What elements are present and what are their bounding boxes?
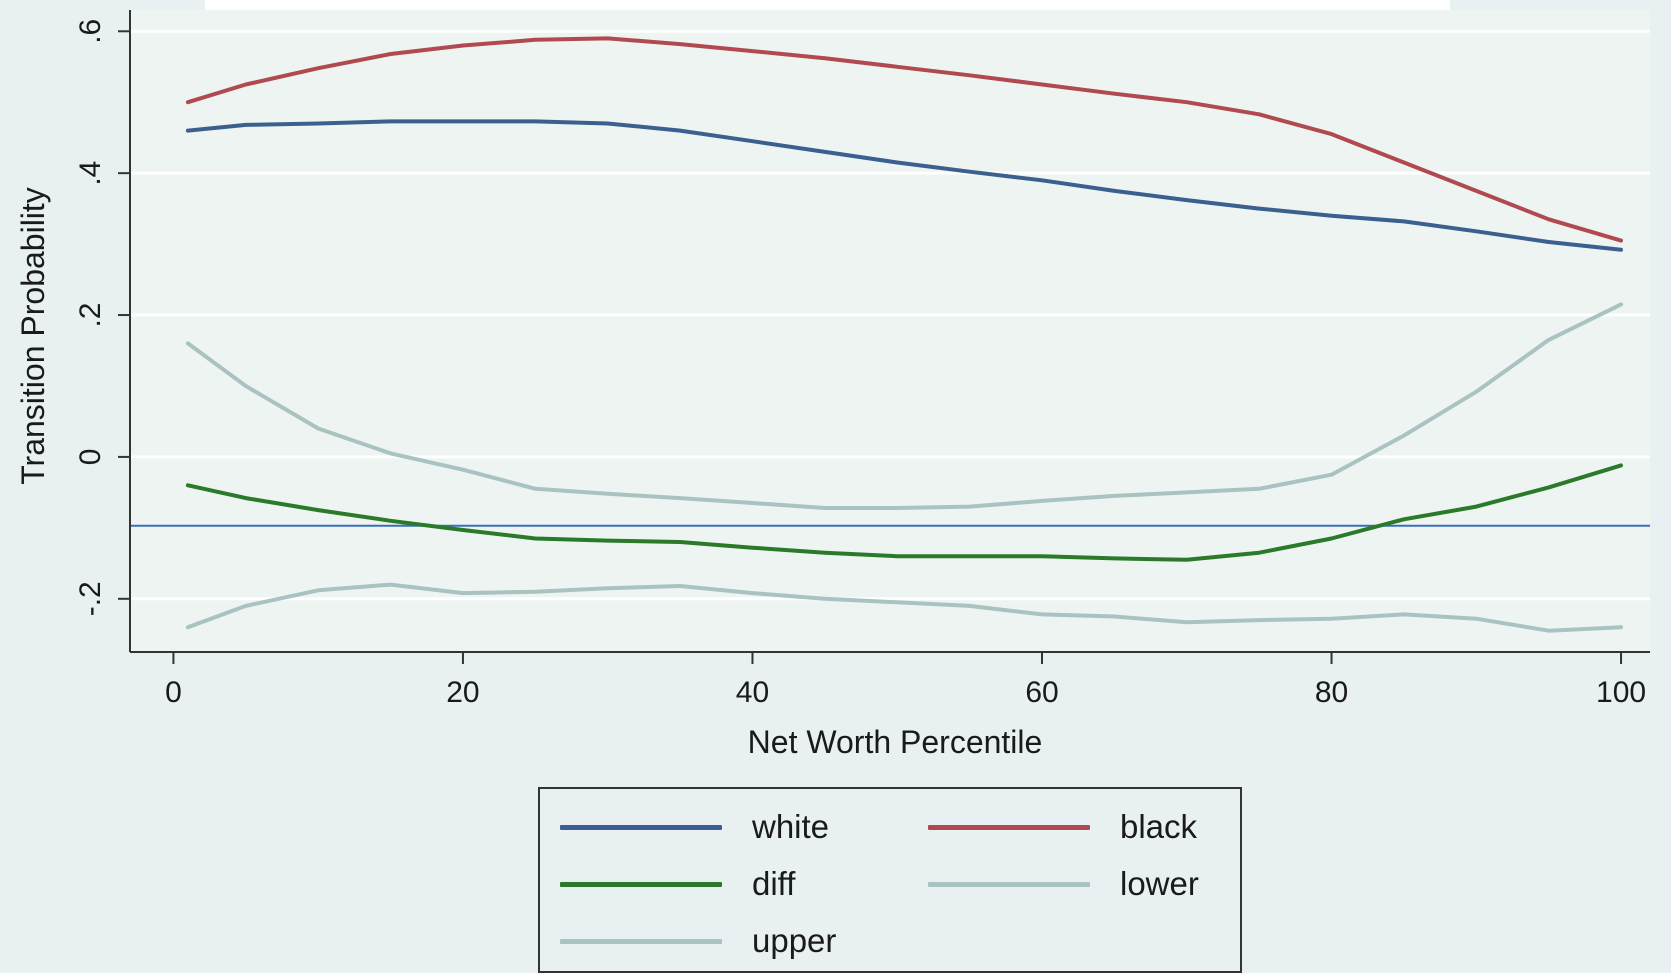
x-axis-title: Net Worth Percentile — [748, 724, 1043, 760]
axes: 0 20 40 60 80 100 -.2 0 .2 .4 .6 — [74, 10, 1650, 709]
legend-item-lower: lower — [928, 864, 1199, 904]
legend-swatch-lower — [928, 881, 1090, 887]
y-axis-title: Transition Probability — [15, 187, 51, 485]
legend-label-upper: upper — [752, 922, 837, 959]
top-white-strip — [205, 0, 1450, 10]
legend-swatch-diff — [560, 881, 722, 887]
grid-lines — [130, 29, 1650, 601]
series-line-white — [185, 119, 1623, 252]
series-lines — [185, 36, 1623, 633]
series-line-diff — [185, 463, 1623, 562]
y-tick-label-0: -.2 — [74, 581, 107, 616]
y-tick-label-1: 0 — [74, 449, 107, 466]
legend-label-black: black — [1120, 808, 1198, 845]
plot-area — [130, 10, 1650, 652]
legend-label-lower: lower — [1120, 865, 1199, 902]
legend-label-white: white — [752, 808, 830, 845]
legend-item-black: black — [928, 807, 1197, 847]
legend: white black diff lower upper — [538, 787, 1242, 973]
legend-item-upper: upper — [560, 921, 836, 961]
legend-item-diff: diff — [560, 864, 795, 904]
x-tick-label-5: 100 — [1596, 676, 1646, 709]
y-tick-label-4: .6 — [74, 19, 107, 44]
y-tick-label-3: .4 — [74, 161, 107, 186]
legend-item-white: white — [560, 807, 829, 847]
x-tick-label-2: 40 — [736, 676, 769, 709]
legend-swatch-white — [560, 824, 722, 830]
x-tick-label-4: 80 — [1315, 676, 1348, 709]
legend-swatch-upper — [560, 938, 722, 944]
x-tick-label-3: 60 — [1025, 676, 1058, 709]
series-line-black — [185, 36, 1623, 243]
series-line-upper — [185, 302, 1623, 510]
series-line-lower — [185, 582, 1623, 633]
x-tick-label-1: 20 — [446, 676, 479, 709]
legend-swatch-black — [928, 824, 1090, 830]
y-tick-label-2: .2 — [74, 303, 107, 328]
legend-label-diff: diff — [752, 865, 796, 902]
x-tick-label-0: 0 — [165, 676, 182, 709]
